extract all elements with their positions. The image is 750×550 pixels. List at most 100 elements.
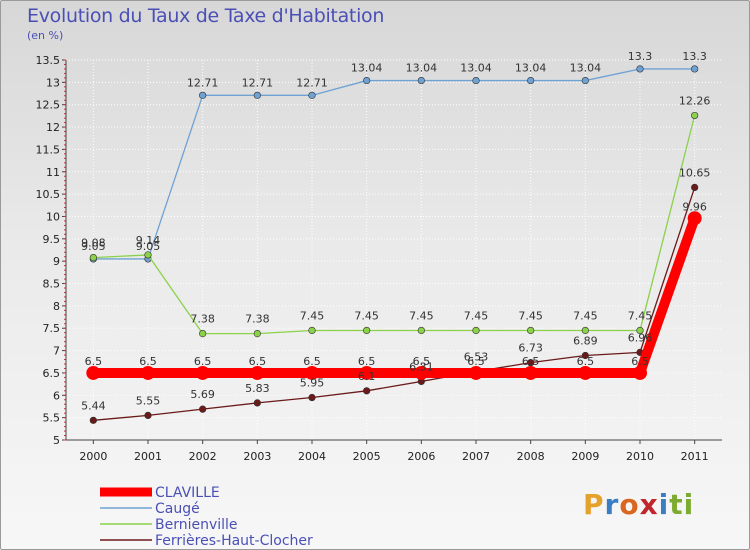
y-tick-label: 9 [53,255,60,268]
data-point [253,91,261,99]
data-label: 6.53 [464,351,489,364]
data-point [636,65,644,73]
logo-letter: P [583,488,605,521]
y-tick-label: 11 [46,166,60,179]
legend-label: Ferrières-Haut-Clocher [155,533,313,549]
y-tick-label: 12.5 [36,99,61,112]
data-label: 9.14 [136,234,161,247]
data-point [359,365,374,380]
data-point [578,365,593,380]
chart-unit-label: (en %) [27,29,64,42]
data-label: 12.71 [296,76,328,89]
data-point [199,330,207,338]
data-point [144,251,152,259]
data-label: 13.3 [682,50,707,63]
data-point [527,76,535,85]
data-label: 5.95 [300,377,325,390]
data-label: 9.08 [81,237,106,250]
y-tick-label: 6 [53,389,60,402]
y-tick-label: 12 [46,121,60,134]
data-label: 12.71 [187,76,219,89]
data-point [527,326,535,335]
data-point [691,65,699,73]
data-label: 7.45 [628,309,653,322]
data-point [86,365,101,380]
data-label: 6.73 [518,342,543,355]
data-label: 6.5 [577,355,595,368]
y-tick-label: 5.5 [43,412,61,425]
data-label: 10.65 [679,166,711,179]
data-label: 5.44 [81,399,106,412]
data-label: 9.05 [136,240,161,253]
x-tick-label: 2004 [298,450,326,463]
data-label: 7.45 [409,309,434,322]
data-point [199,405,207,413]
x-tick-label: 2005 [353,450,381,463]
data-label: 7.45 [573,309,598,322]
series-line-0 [93,216,700,378]
data-label: 13.04 [515,62,547,75]
data-label: 9.05 [81,240,106,253]
y-tick-label: 5 [53,434,60,447]
data-point [472,326,480,335]
data-point [414,365,429,380]
data-label: 6.5 [139,355,157,368]
data-label: 12.26 [679,94,711,107]
logo-letter: i [683,488,695,521]
data-point [305,365,319,380]
data-point [636,326,644,335]
x-tick-label: 2002 [189,450,217,463]
y-tick-label: 8.5 [43,278,61,291]
data-point [253,399,261,407]
data-point [691,111,699,120]
data-label: 13.04 [351,62,383,75]
y-tick-label: 11.5 [36,143,61,156]
y-tick-label: 10.5 [36,188,61,201]
data-point [691,183,699,192]
grid-lines [66,59,722,441]
data-label: 7.45 [464,309,489,322]
data-point [308,91,316,99]
data-label: 6.5 [303,355,321,368]
x-tick-label: 2009 [571,450,599,463]
data-point [687,211,702,226]
data-label: 6.5 [249,355,267,368]
data-label: 13.04 [570,62,602,75]
data-point [417,326,425,335]
data-point [89,416,97,424]
data-point [472,76,480,85]
data-label: 6.1 [358,370,376,383]
data-point [633,365,647,380]
y-tick-label: 6.5 [43,367,61,380]
y-tick-label: 9.5 [43,233,61,246]
data-point [417,76,425,85]
data-label: 12.71 [242,76,274,89]
series-line-1 [93,68,695,260]
data-point [581,351,589,360]
data-point [199,91,207,99]
logo-letter: r [604,488,620,521]
data-point [308,393,316,402]
y-tick-label: 7 [53,345,60,358]
data-point [523,365,538,380]
data-label: 6.5 [358,355,376,368]
x-tick-label: 2001 [134,450,162,463]
series-line-3 [93,187,696,421]
logo-letter: t [669,488,684,521]
data-label: 13.04 [406,62,438,75]
data-point [89,254,97,262]
x-tick-label: 2006 [407,450,435,463]
series-layer [86,65,702,424]
x-tick-label: 2007 [462,450,490,463]
data-label: 6.31 [409,360,434,373]
y-tick-label: 13.5 [36,54,61,67]
data-label: 6.89 [573,335,598,348]
logo-letter: i [658,488,670,521]
proxiti-logo: Proxiti [583,488,694,521]
data-label: 6.5 [522,355,540,368]
data-point [469,365,483,380]
x-tick-label: 2003 [243,450,271,463]
data-point [253,330,261,338]
